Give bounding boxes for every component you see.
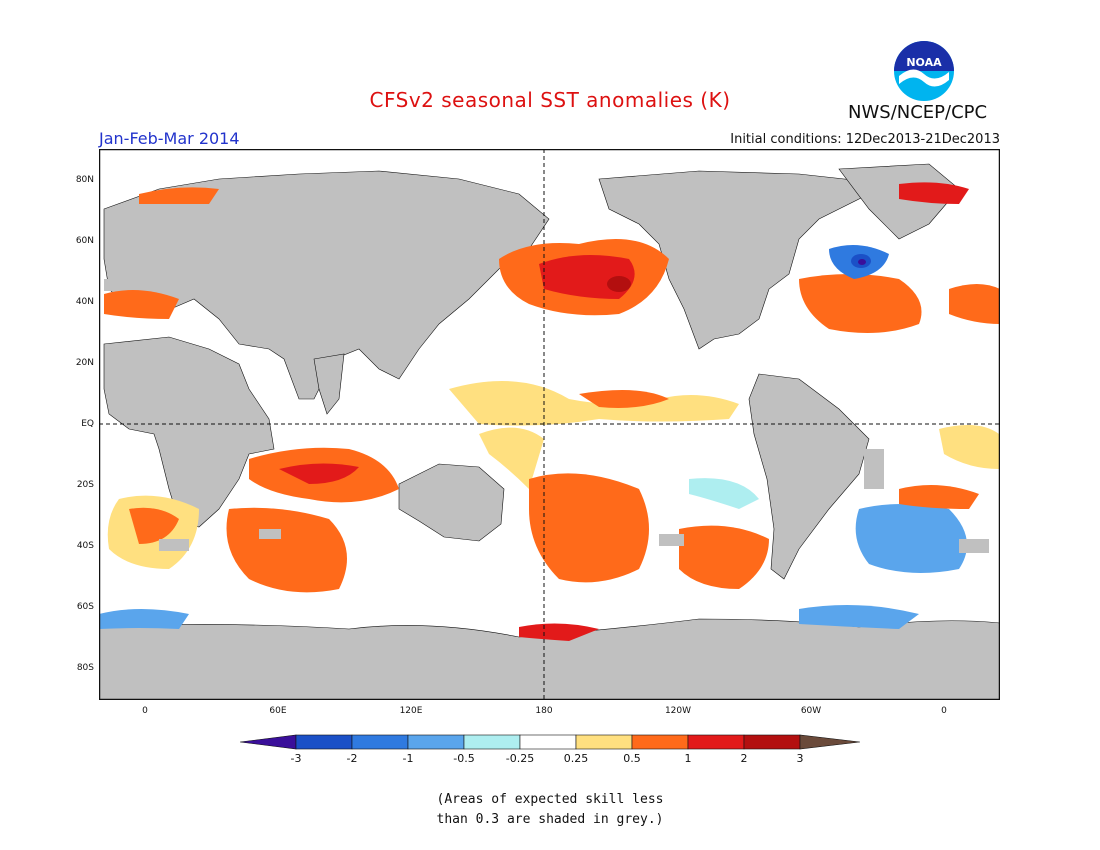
colorbar-box: [575, 734, 633, 750]
lon-tick-120w: 120W: [664, 706, 692, 716]
initial-conditions: Initial conditions: 12Dec2013-21Dec2013: [730, 132, 1000, 147]
india: [313, 353, 345, 415]
colorbar-low-extend: [240, 734, 297, 750]
lat-tick-40s: 40S: [76, 541, 94, 551]
colorbar-box: [743, 734, 801, 750]
colorbar-box: [351, 734, 409, 750]
colorbar-label: 3: [796, 752, 804, 765]
forecast-period: Jan-Feb-Mar 2014: [99, 129, 240, 148]
lat-tick-20s: 20S: [76, 480, 94, 490]
colorbar-box: [295, 734, 353, 750]
colorbar-high-extend: [799, 734, 860, 750]
colorbar-box: [407, 734, 465, 750]
lon-tick-180: 180: [535, 706, 553, 716]
skill-note-line1: (Areas of expected skill less: [436, 792, 664, 807]
agency-label: NWS/NCEP/CPC: [848, 102, 988, 123]
eurasia: [103, 170, 550, 400]
colorbar-label: -0.25: [505, 752, 535, 765]
colorbar: [240, 734, 860, 750]
south-america: [748, 373, 870, 580]
colorbar-box: [519, 734, 577, 750]
africa: [103, 336, 275, 528]
colorbar-label: -3: [290, 752, 302, 765]
lat-tick-eq: EQ: [81, 419, 94, 429]
colorbar-label: 1: [684, 752, 692, 765]
lat-tick-60n: 60N: [75, 236, 94, 246]
colorbar-label: -2: [346, 752, 358, 765]
lat-tick-40n: 40N: [75, 297, 94, 307]
colorbar-box: [687, 734, 745, 750]
map-title: CFSv2 seasonal SST anomalies (K): [369, 88, 731, 112]
colorbar-label: 0.25: [563, 752, 589, 765]
colorbar-label: 0.5: [623, 752, 641, 765]
lon-tick-120e: 120E: [399, 706, 423, 716]
lon-tick-0-left: 0: [142, 706, 148, 716]
colorbar-label: 2: [740, 752, 748, 765]
colorbar-label: -0.5: [453, 752, 475, 765]
colorbar-box: [463, 734, 521, 750]
lon-tick-60w: 60W: [800, 706, 822, 716]
colorbar-label: -1: [402, 752, 414, 765]
lat-tick-60s: 60S: [76, 602, 94, 612]
lat-tick-80s: 80S: [76, 663, 94, 673]
australia: [398, 463, 505, 542]
lon-tick-60e: 60E: [269, 706, 287, 716]
skill-note-line2: than 0.3 are shaded in grey.): [436, 812, 664, 827]
lat-tick-20n: 20N: [75, 358, 94, 368]
sst-anomaly-map: [99, 149, 1000, 700]
logo-text: NOAA: [906, 56, 942, 69]
noaa-logo-icon: NOAA: [893, 40, 955, 102]
lat-tick-80n: 80N: [75, 175, 94, 185]
lon-tick-0-right: 0: [941, 706, 947, 716]
colorbar-box: [631, 734, 689, 750]
